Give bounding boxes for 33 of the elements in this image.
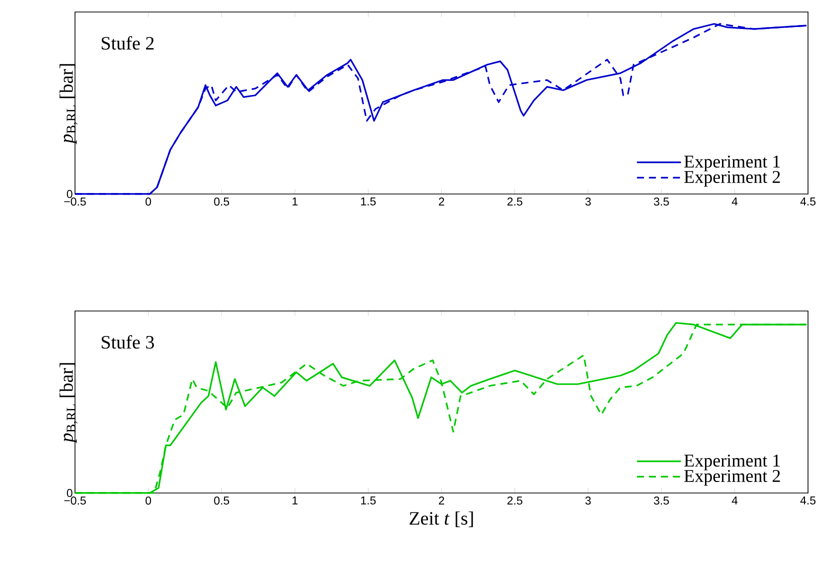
x-tick-label: 0 xyxy=(146,496,152,505)
x-tick-label: 0.5 xyxy=(214,198,230,206)
text: Stufe 2 xyxy=(102,36,154,50)
x-tick-label: 3 xyxy=(585,496,591,505)
x-tick-label: 0.5 xyxy=(214,496,230,505)
x-tick-label: 3.5 xyxy=(654,496,669,505)
x-tick-label: 4 xyxy=(732,496,738,504)
x-tick-label: 1.5 xyxy=(361,198,376,206)
x-tick-label: −0.5 xyxy=(64,496,86,505)
x-tick-label: 1 xyxy=(292,496,298,504)
legend-label: Experiment 1 xyxy=(684,454,780,470)
x-tick-label: 3.5 xyxy=(654,198,669,206)
x-tick-label: 2 xyxy=(438,496,444,505)
x-axis-title: Zeit t [s] xyxy=(410,511,473,528)
x-tick-label: 2 xyxy=(438,198,444,206)
x-tick-label: 3 xyxy=(585,198,591,206)
legend-label: Experiment 1 xyxy=(684,156,780,172)
text: 0 xyxy=(66,190,72,198)
text: 0 xyxy=(66,488,72,498)
legend-label: Experiment 2 xyxy=(684,470,780,486)
x-tick-label: 4.5 xyxy=(800,496,816,504)
x-tick-label: 0 xyxy=(146,198,152,206)
x-tick-label: 1.5 xyxy=(361,496,376,504)
text: Stufe 3 xyxy=(102,335,154,349)
x-tick-label: −0.5 xyxy=(64,198,86,206)
x-tick-label: 2.5 xyxy=(507,496,522,505)
y-axis-title: p$_{B,RL}$ [bar] xyxy=(60,363,78,444)
x-tick-label: 2.5 xyxy=(507,198,522,206)
x-tick-label: 4 xyxy=(732,198,738,206)
y-axis-title: p$_{B,RL}$ [bar] xyxy=(60,64,78,144)
x-tick-label: 1 xyxy=(292,198,298,206)
legend-label: Experiment 2 xyxy=(684,170,780,187)
x-tick-label: 4.5 xyxy=(800,198,816,206)
